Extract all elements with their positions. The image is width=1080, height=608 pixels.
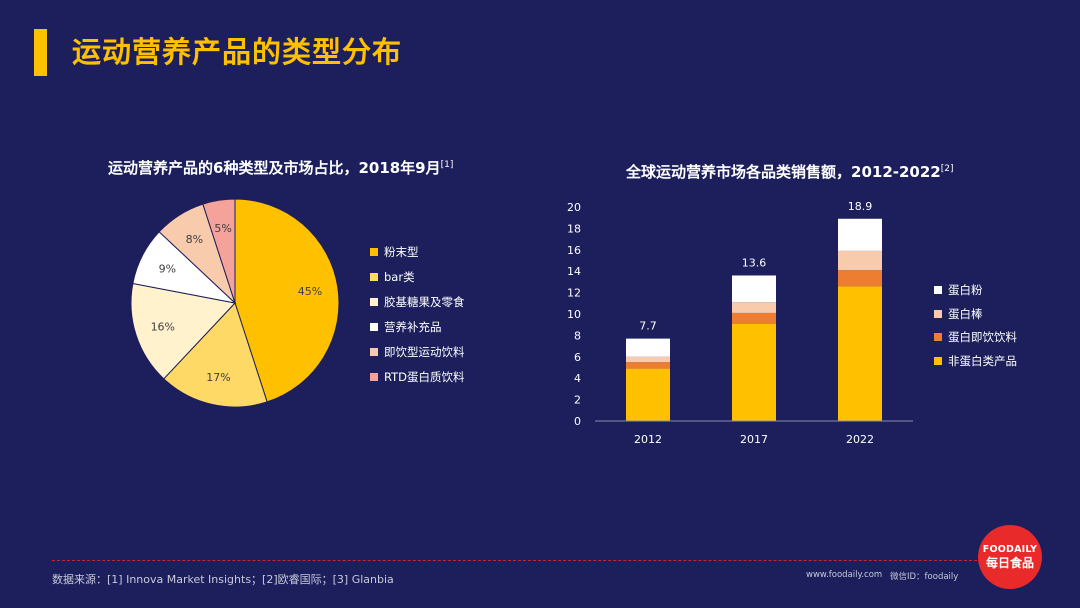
legend-label: RTD蛋白质饮料 (384, 369, 465, 384)
x-tick-label: 2012 (634, 433, 662, 446)
pie-slice-label: 45% (298, 285, 322, 298)
pie-slice (130, 282, 236, 380)
y-tick-label: 10 (567, 308, 581, 321)
bar-total-label: 18.9 (848, 200, 873, 213)
legend-swatch (370, 247, 378, 256)
y-tick-label: 20 (567, 201, 581, 214)
bar-segment (626, 338, 670, 357)
legend-label: bar类 (384, 269, 415, 284)
bar-segment (626, 362, 670, 369)
pie-legend-item: bar类 (370, 264, 465, 289)
bar-legend: 蛋白粉蛋白棒蛋白即饮饮料 非蛋白类产品 (934, 278, 1017, 373)
y-tick-label: 8 (574, 329, 581, 342)
legend-swatch (370, 272, 378, 281)
legend-label: 粉末型 (384, 244, 419, 259)
bar-legend-item: 非蛋白类产品 (934, 349, 1017, 373)
legend-swatch (370, 347, 378, 356)
title-accent-bar (34, 29, 47, 76)
page-title: 运动营养产品的类型分布 (72, 35, 403, 69)
legend-label: 胶基糖果及零食 (384, 294, 465, 309)
logo-text-en: FOODAILY (982, 543, 1038, 555)
bar-chart-title: 全球运动营养市场各品类销售额，2012-2022[2] (626, 161, 953, 182)
y-tick-label: 4 (574, 372, 581, 385)
pie-slice-label: 16% (151, 320, 175, 333)
legend-swatch (370, 322, 378, 331)
pie-slice-label: 8% (186, 233, 203, 246)
pie-slice (234, 198, 340, 403)
bar-total-label: 13.6 (742, 256, 767, 269)
logo-text-cn: 每日食品 (985, 555, 1034, 570)
y-tick-label: 2 (574, 394, 581, 407)
pie-slice (163, 302, 268, 408)
bar-legend-item: 蛋白即饮饮料 (934, 325, 1017, 349)
pie-legend-item: 粉末型 (370, 239, 465, 264)
pie-chart-title: 运动营养产品的6种类型及市场占比，2018年9月[1] (108, 157, 453, 178)
bar-segment (838, 270, 882, 287)
bar-legend-item: 蛋白粉 (934, 278, 1017, 302)
legend-swatch (934, 333, 942, 342)
legend-swatch (370, 297, 378, 306)
pie-legend-item: 胶基糖果及零食 (370, 289, 465, 314)
footer-wechat-id: 微信ID：foodaily (890, 572, 959, 582)
footer-divider (52, 560, 977, 561)
y-tick-label: 14 (567, 265, 581, 278)
bar-segment (732, 275, 776, 303)
legend-label: 蛋白粉 (948, 282, 983, 297)
legend-label: 即饮型运动饮料 (384, 344, 465, 359)
y-tick-label: 12 (567, 287, 581, 300)
pie-slice-label: 17% (206, 371, 230, 384)
footer-url[interactable]: www.foodaily.com (806, 570, 883, 580)
y-tick-label: 0 (574, 415, 581, 428)
bar-segment (838, 218, 882, 251)
bar-segment (838, 286, 882, 421)
pie-slice (202, 198, 236, 304)
legend-swatch (370, 372, 378, 381)
bar-segment (732, 302, 776, 313)
pie-legend: 粉末型 bar类胶基糖果及零食 营养补充品即饮型运动饮料 RTD蛋白质饮料 (370, 239, 465, 389)
pie-legend-item: 即饮型运动饮料 (370, 339, 465, 364)
bar-segment (732, 323, 776, 421)
pie-chart-title-text: 运动营养产品的6种类型及市场占比，2018年9月 (108, 159, 441, 177)
bar-chart-title-ref: [2] (940, 164, 954, 174)
stacked-bar-chart: 0 2 4 6 8 10 12 14 16 18 20 7.7 2012 13.6 2017 18.9 2022 (567, 200, 913, 446)
pie-chart: 45% 17% 16% 9% 8% 5% (130, 198, 340, 408)
x-tick-label: 2017 (740, 433, 768, 446)
legend-label: 非蛋白类产品 (948, 353, 1017, 368)
legend-swatch (934, 309, 942, 318)
y-tick-label: 18 (567, 222, 581, 235)
pie-slice-label: 5% (214, 222, 231, 235)
x-tick-label: 2022 (846, 433, 874, 446)
y-tick-label: 6 (574, 351, 581, 364)
bar-segment (732, 312, 776, 324)
pie-legend-item: 营养补充品 (370, 314, 465, 339)
bar-segment (838, 250, 882, 271)
bar-legend-item: 蛋白棒 (934, 302, 1017, 326)
y-tick-label: 16 (567, 244, 581, 257)
legend-swatch (934, 285, 942, 294)
bar-segment (626, 368, 670, 421)
pie-slice-label: 9% (159, 263, 176, 276)
legend-swatch (934, 356, 942, 365)
bar-segment (626, 356, 670, 363)
legend-label: 营养补充品 (384, 319, 442, 334)
footer-sources: 数据来源：[1] Innova Market Insights；[2]欧睿国际；… (52, 573, 394, 586)
foodaily-logo: FOODAILY 每日食品 (978, 525, 1042, 589)
pie-legend-item: RTD蛋白质饮料 (370, 364, 465, 389)
bar-chart-title-text: 全球运动营养市场各品类销售额，2012-2022 (626, 163, 941, 181)
legend-label: 蛋白棒 (948, 306, 983, 321)
pie-chart-title-ref: [1] (440, 160, 454, 170)
bar-total-label: 7.7 (639, 320, 657, 333)
legend-label: 蛋白即饮饮料 (948, 330, 1017, 345)
